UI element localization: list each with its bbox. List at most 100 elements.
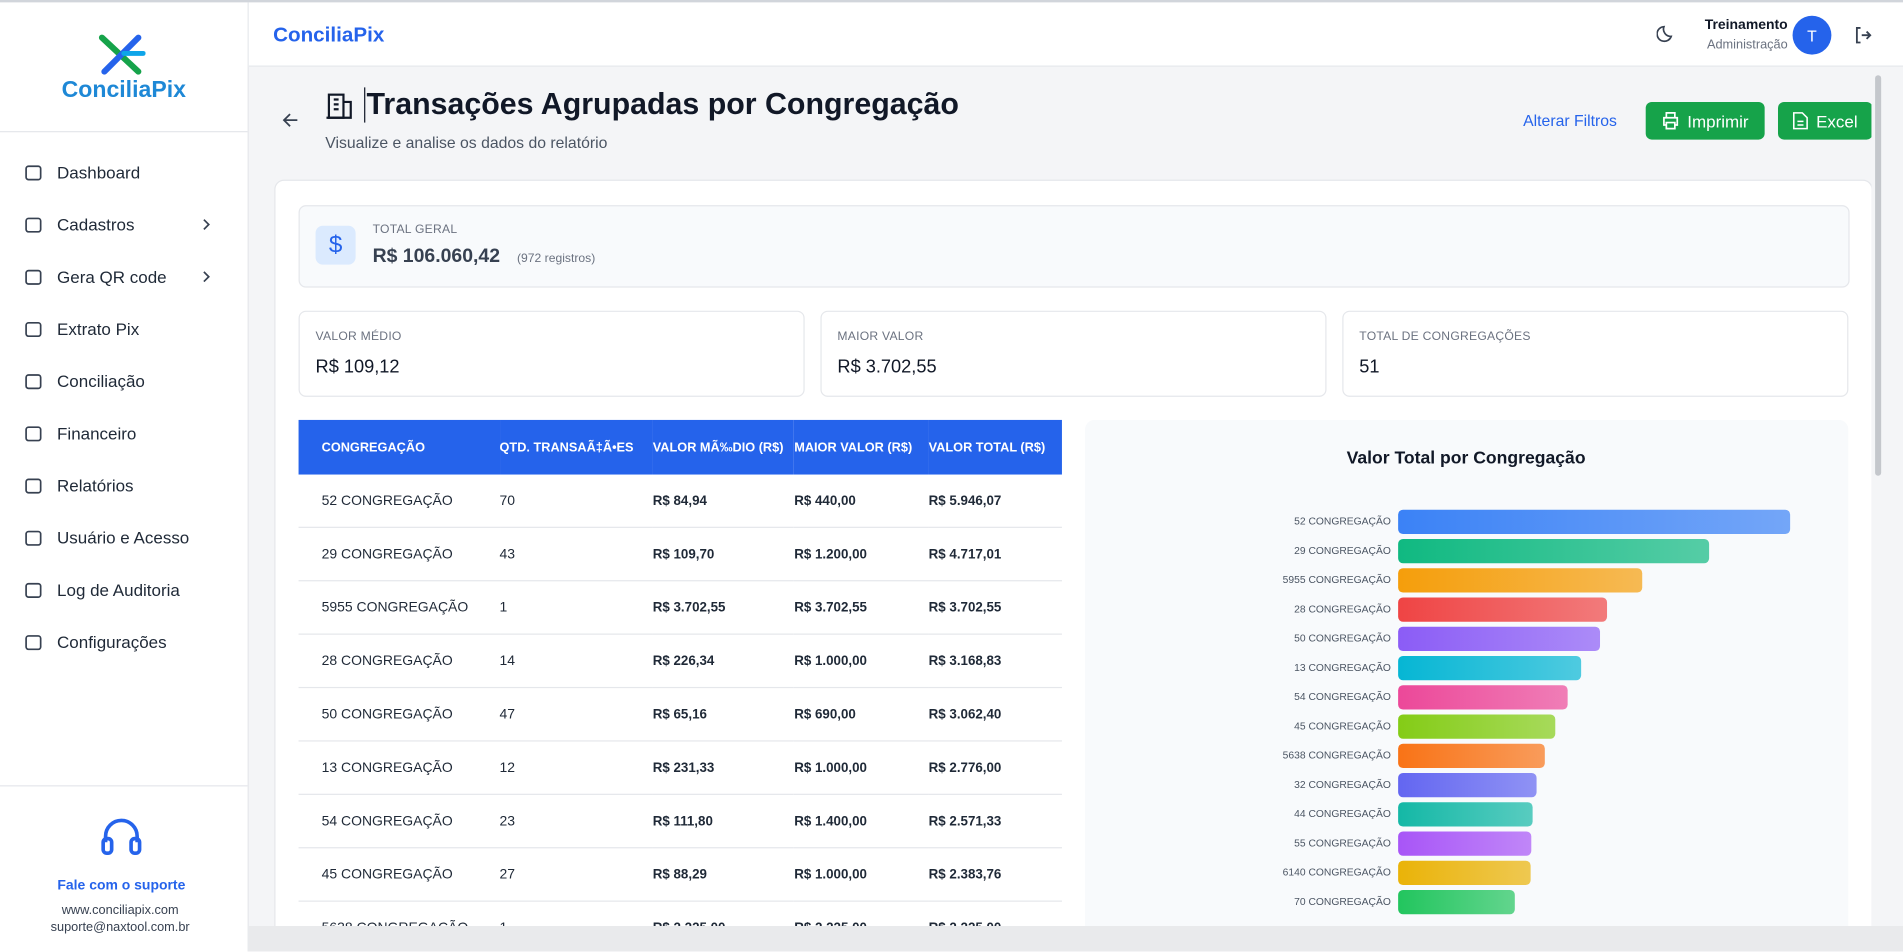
nav-label: Cadastros xyxy=(57,214,135,235)
table-header: CONGREGAÇÃO QTD. TRANSAÃ‡Ã•ES VALOR MÃ‰DIO… xyxy=(298,419,1062,475)
bar-label: 28 CONGREGAÇÃO xyxy=(1294,602,1391,615)
nav-item[interactable]: Dashboard xyxy=(24,160,140,184)
table-cell: R$ 1.200,00 xyxy=(794,527,929,582)
table-cell: R$ 226,34 xyxy=(652,634,795,689)
table-cell: R$ 2.383,76 xyxy=(928,847,1062,902)
table-cell: R$ 3.702,55 xyxy=(652,580,795,635)
table-cell: R$ 2.225,00 xyxy=(928,901,1062,927)
print-button[interactable]: Imprimir xyxy=(1645,101,1765,140)
summary-value: R$ 106.060,42 xyxy=(372,246,501,268)
table-cell: R$ 109,70 xyxy=(652,527,795,582)
table-cell: R$ 690,00 xyxy=(794,687,929,742)
nav-item[interactable]: Gera QR code xyxy=(24,265,210,289)
avatar[interactable]: T xyxy=(1792,15,1832,55)
nav-item[interactable]: Usuário e Acesso xyxy=(24,526,189,550)
stat-card: TOTAL DE CONGREGAÇÕES 51 xyxy=(1342,310,1849,397)
nav-label: Relatórios xyxy=(57,475,134,496)
stat-value: R$ 3.702,55 xyxy=(837,356,937,378)
page-title: Transações Agrupadas por Congregação xyxy=(364,87,959,123)
scrollbar[interactable] xyxy=(1875,75,1882,476)
content: Transações Agrupadas por Congregação Vis… xyxy=(249,67,1872,927)
nav-label: Configurações xyxy=(57,632,167,652)
column-header: CONGREGAÇÃO xyxy=(298,419,500,475)
support-email: suporte@naxtool.com.br xyxy=(50,919,190,935)
stat-card: VALOR MÉDIO R$ 109,12 xyxy=(298,310,805,397)
support-title[interactable]: Fale com o suporte xyxy=(57,878,186,894)
nav-item[interactable]: Extrato Pix xyxy=(24,317,139,341)
bar xyxy=(1398,626,1601,652)
table-cell: 70 xyxy=(499,474,653,528)
table-cell: R$ 2.776,00 xyxy=(928,740,1062,795)
stat-label: VALOR MÉDIO xyxy=(315,330,402,344)
header-brand: ConciliaPix xyxy=(273,23,385,47)
bar-label: 50 CONGREGAÇÃO xyxy=(1294,632,1391,645)
table-cell: 27 xyxy=(499,847,653,902)
bar xyxy=(1398,743,1545,768)
bar-label: 45 CONGREGAÇÃO xyxy=(1294,719,1391,732)
nav-item[interactable]: Conciliação xyxy=(24,369,145,393)
table-cell: R$ 1.000,00 xyxy=(794,634,929,689)
nav-item[interactable]: Financeiro xyxy=(24,421,136,445)
table-cell: R$ 440,00 xyxy=(794,474,929,528)
table-cell: 52 CONGREGAÇÃO xyxy=(298,474,500,528)
table-row: 50 CONGREGAÇÃO 47 R$ 65,16 R$ 690,00 R$ 3.06… xyxy=(298,687,1062,742)
chart: Valor Total por Congregação 52 CONGREGAÇ… xyxy=(1085,419,1849,927)
nav-item[interactable]: Relatórios xyxy=(24,473,134,497)
logo-icon xyxy=(98,34,146,75)
table-body: 52 CONGREGAÇÃO 70 R$ 84,94 R$ 440,00 R$ 5.94… xyxy=(298,474,1062,927)
divider xyxy=(0,131,248,133)
table-cell: 45 CONGREGAÇÃO xyxy=(298,847,500,902)
bar-label: 29 CONGREGAÇÃO xyxy=(1294,544,1391,557)
table-cell: R$ 88,29 xyxy=(652,847,795,902)
theme-toggle[interactable] xyxy=(1656,24,1676,43)
table-cell: R$ 2.571,33 xyxy=(928,794,1062,849)
bar-label: 6140 CONGREGAÇÃO xyxy=(1283,866,1391,879)
table-cell: 29 CONGREGAÇÃO xyxy=(298,527,500,582)
table-cell: 5955 CONGREGAÇÃO xyxy=(298,580,500,635)
table-cell: R$ 65,16 xyxy=(652,687,795,742)
chevron-path xyxy=(203,271,210,283)
chevron-path xyxy=(203,219,210,230)
column-header: VALOR MÃ‰DIO (R$) xyxy=(652,419,795,475)
stat-value: 51 xyxy=(1359,356,1380,378)
bar-label: 54 CONGREGAÇÃO xyxy=(1294,690,1391,703)
back[interactable] xyxy=(282,112,299,129)
table-cell: 1 xyxy=(499,901,653,927)
nav-label: Conciliação xyxy=(57,371,145,391)
table-cell: R$ 111,80 xyxy=(652,794,795,849)
table-cell: 5638 CONGREGAÇÃO xyxy=(298,901,500,927)
bottom-bar xyxy=(248,926,1903,952)
table-cell: R$ 2.225,00 xyxy=(794,901,929,927)
nav-item[interactable]: Log de Auditoria xyxy=(24,578,180,602)
divider xyxy=(0,785,248,787)
excel-label: Excel xyxy=(1816,111,1858,131)
excel-button[interactable]: Excel xyxy=(1777,101,1872,140)
user-name: Treinamento xyxy=(1704,18,1788,33)
table-cell: R$ 1.000,00 xyxy=(794,740,929,795)
table-row: 13 CONGREGAÇÃO 12 R$ 231,33 R$ 1.000,00 R$ 2… xyxy=(298,740,1062,795)
bar-label: 52 CONGREGAÇÃO xyxy=(1294,515,1391,528)
filters-link[interactable]: Alterar Filtros xyxy=(1523,111,1617,130)
nav-label: Financeiro xyxy=(57,423,137,443)
support-icon xyxy=(101,818,142,856)
nav-item[interactable]: Configurações xyxy=(24,630,167,654)
user-role: Administração xyxy=(1706,37,1788,53)
summary-note: (972 registros) xyxy=(517,252,596,266)
bar xyxy=(1398,538,1710,564)
nav-label: Gera QR code xyxy=(57,267,167,287)
bar xyxy=(1398,655,1582,681)
nav-label: Log de Auditoria xyxy=(57,580,180,600)
table-cell: 47 xyxy=(499,687,653,742)
page-subtitle: Visualize e analise os dados do relatóri… xyxy=(325,133,608,152)
stat-value: R$ 109,12 xyxy=(315,356,400,378)
stat-card: MAIOR VALOR R$ 3.702,55 xyxy=(820,310,1327,397)
logout[interactable] xyxy=(1853,25,1872,44)
nav-item[interactable]: Cadastros xyxy=(24,212,210,236)
bar-label: 5638 CONGREGAÇÃO xyxy=(1283,749,1391,762)
table-row: 52 CONGREGAÇÃO 70 R$ 84,94 R$ 440,00 R$ 5.94… xyxy=(298,474,1062,528)
bar-label: 5955 CONGREGAÇÃO xyxy=(1283,573,1391,586)
table-cell: 12 xyxy=(499,740,653,795)
table-row: 45 CONGREGAÇÃO 27 R$ 88,29 R$ 1.000,00 R$ 2.… xyxy=(298,847,1062,902)
